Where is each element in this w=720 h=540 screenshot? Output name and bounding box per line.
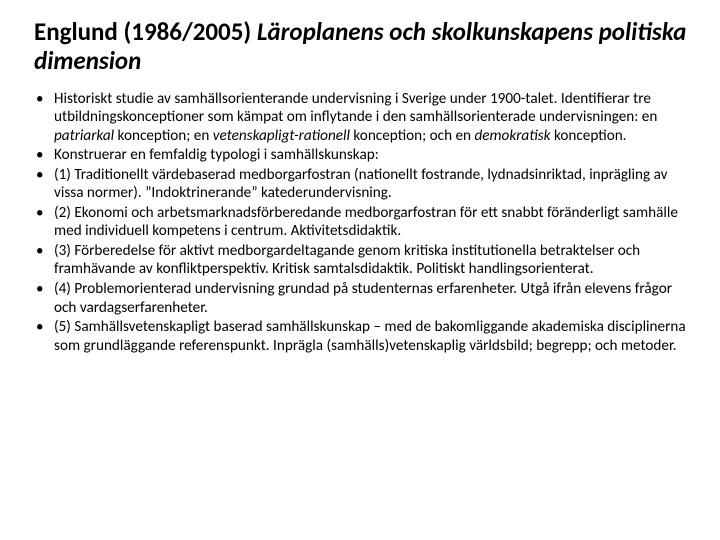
bullet-text: konception; och en	[350, 127, 474, 145]
bullet-item: (3) Förberedelse för aktivt medborgardel…	[34, 242, 692, 279]
bullet-text: (5) Samhällsvetenskapligt baserad samhäl…	[54, 318, 686, 355]
bullet-text: (3) Förberedelse för aktivt medborgardel…	[54, 242, 640, 279]
bullet-item: Historiskt studie av samhällsorienterand…	[34, 90, 692, 146]
slide: Englund (1986/2005) Läroplanens och skol…	[0, 0, 720, 540]
bullet-text: Konstruerar en femfaldig typologi i samh…	[54, 146, 379, 164]
bullet-item: (4) Problemorienterad undervisning grund…	[34, 280, 692, 317]
bullet-text: (1) Traditionellt värdebaserad medborgar…	[54, 166, 667, 203]
bullet-em: patriarkal	[54, 127, 114, 145]
bullet-item: Konstruerar en femfaldig typologi i samh…	[34, 146, 692, 165]
bullet-text: Historiskt studie av samhällsorienterand…	[54, 90, 657, 127]
bullet-em: vetenskapligt-rationell	[213, 127, 350, 145]
bullet-text: (4) Problemorienterad undervisning grund…	[54, 280, 672, 317]
bullet-text: konception; en	[114, 127, 213, 145]
bullet-item: (5) Samhällsvetenskapligt baserad samhäl…	[34, 318, 692, 355]
bullet-item: (1) Traditionellt värdebaserad medborgar…	[34, 166, 692, 203]
slide-title: Englund (1986/2005) Läroplanens och skol…	[28, 18, 692, 76]
bullet-item: (2) Ekonomi och arbetsmarknadsförberedan…	[34, 204, 692, 241]
bullet-text: (2) Ekonomi och arbetsmarknadsförberedan…	[54, 204, 678, 241]
bullet-em: demokratisk	[474, 127, 550, 145]
bullet-text: konception.	[551, 127, 627, 145]
bullet-list: Historiskt studie av samhällsorienterand…	[28, 90, 692, 356]
title-author-year: Englund (1986/2005)	[34, 16, 257, 47]
